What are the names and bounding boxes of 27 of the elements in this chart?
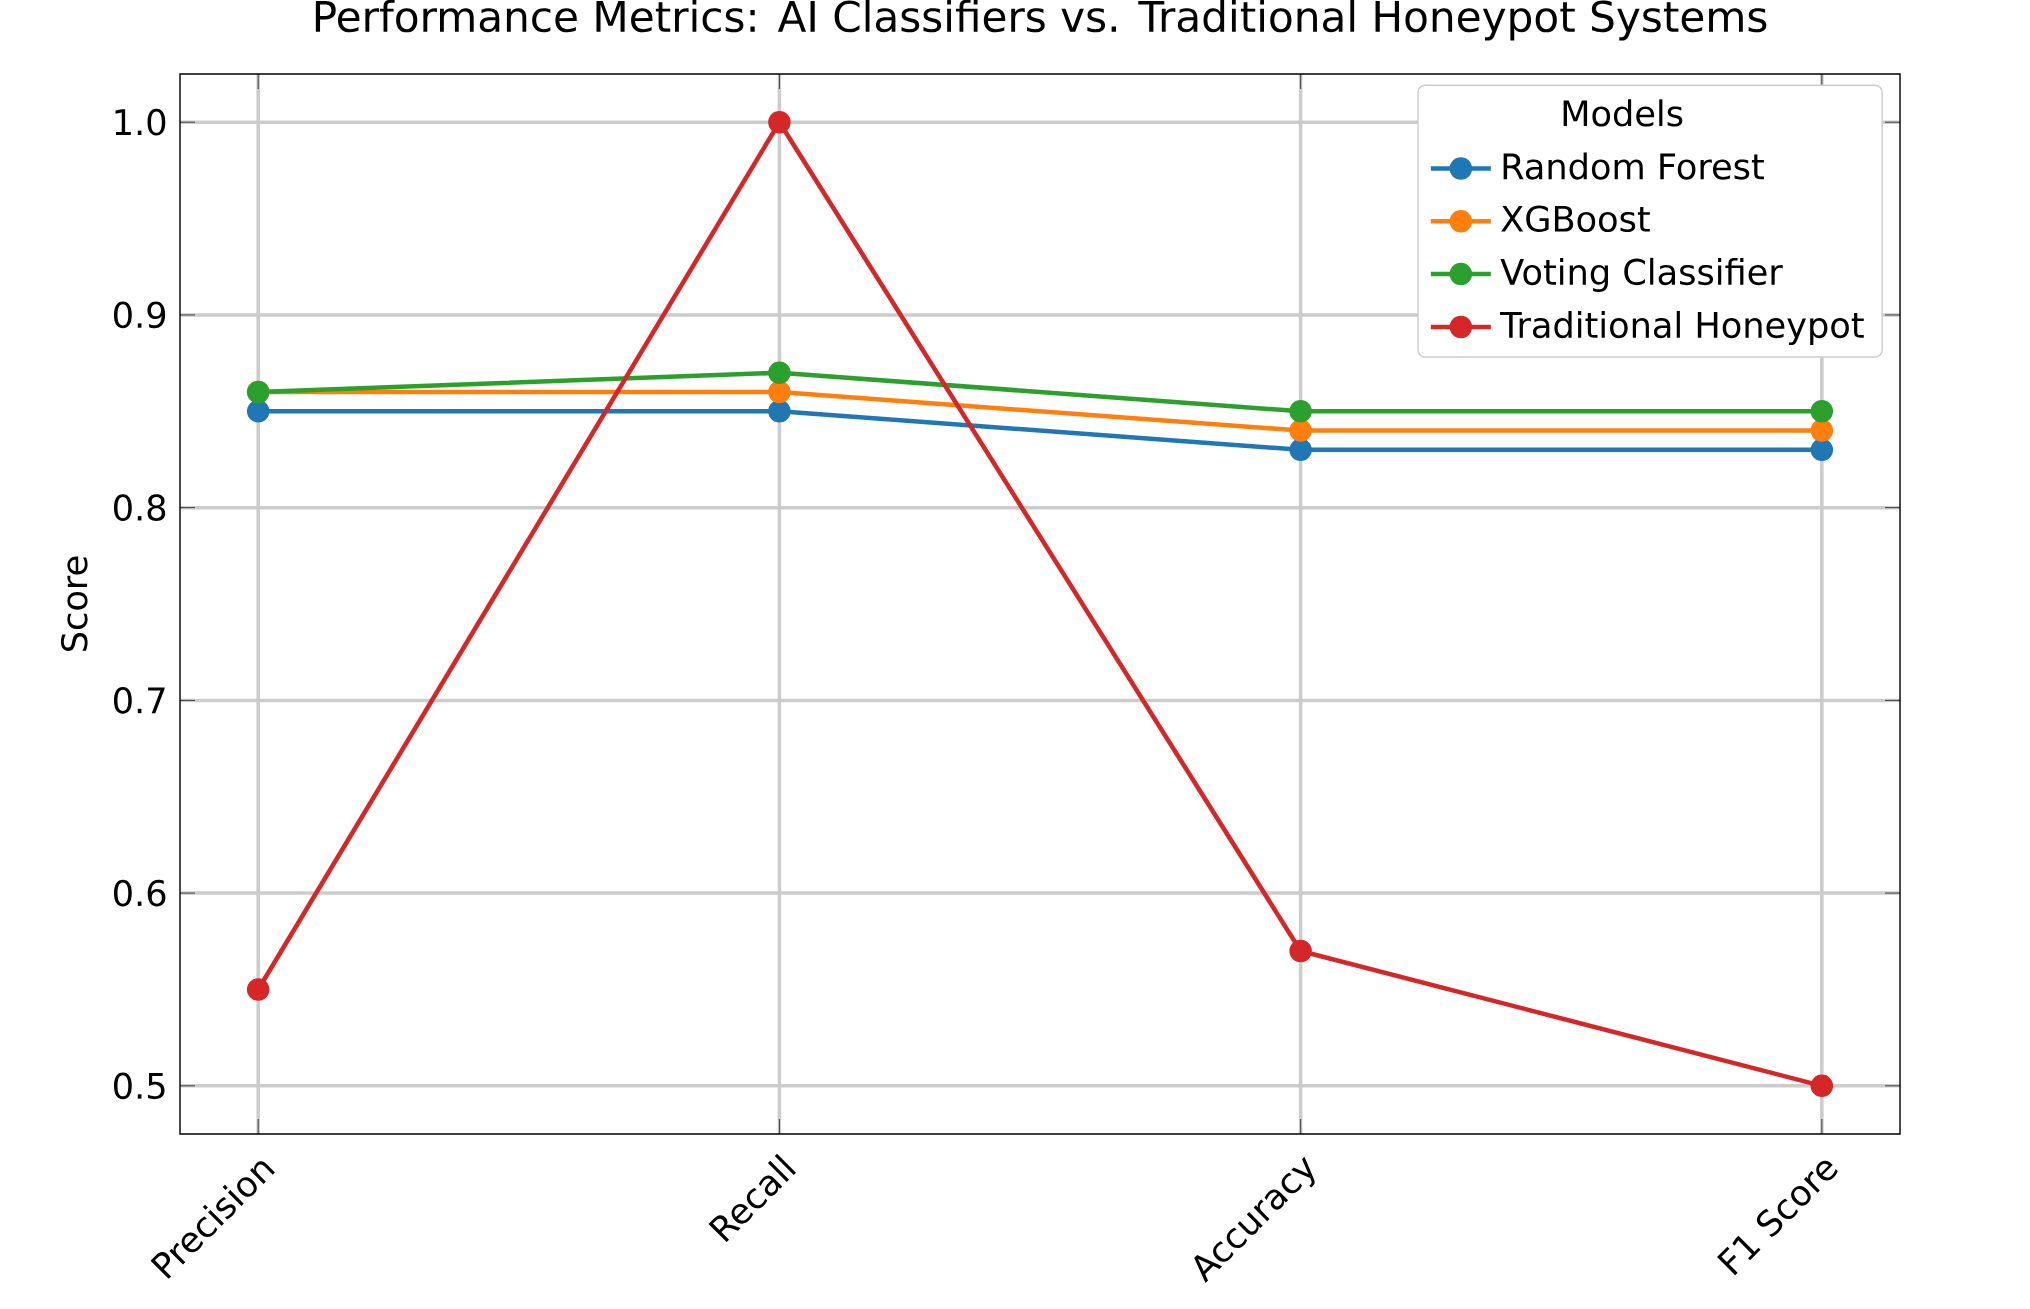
point bbox=[1289, 939, 1312, 963]
legend-label: Traditional Honeypot bbox=[1500, 310, 1864, 346]
point bbox=[1810, 438, 1834, 462]
point bbox=[1289, 419, 1312, 442]
legend-label: XGBoost bbox=[1501, 205, 1650, 233]
point bbox=[768, 110, 791, 134]
legend-title: Models bbox=[1563, 99, 1683, 127]
point bbox=[1289, 400, 1312, 423]
point bbox=[768, 361, 791, 384]
y-axis-title: Score bbox=[60, 556, 88, 651]
y-tick-label: 0.8 bbox=[114, 494, 166, 521]
y-tick-label: 0.6 bbox=[114, 879, 166, 907]
point bbox=[246, 400, 270, 423]
point bbox=[1810, 400, 1834, 423]
y-tick-label: 0.7 bbox=[114, 687, 165, 714]
point bbox=[246, 978, 270, 1001]
y-tick-label: 0.9 bbox=[114, 301, 166, 329]
point bbox=[1810, 1074, 1834, 1098]
point bbox=[768, 380, 791, 404]
point bbox=[1810, 419, 1834, 442]
legend-label: Voting Classifier bbox=[1500, 257, 1783, 292]
y-tick-label: 0.5 bbox=[114, 1072, 165, 1100]
point bbox=[768, 400, 791, 423]
y-tick-label: 1.0 bbox=[115, 108, 166, 136]
point bbox=[1289, 438, 1312, 462]
chart-title: Performance Metrics: AI Classifiers vs. Traditional Honeypot Systems bbox=[315, 0, 1767, 41]
legend-label: Random Forest bbox=[1503, 152, 1764, 180]
